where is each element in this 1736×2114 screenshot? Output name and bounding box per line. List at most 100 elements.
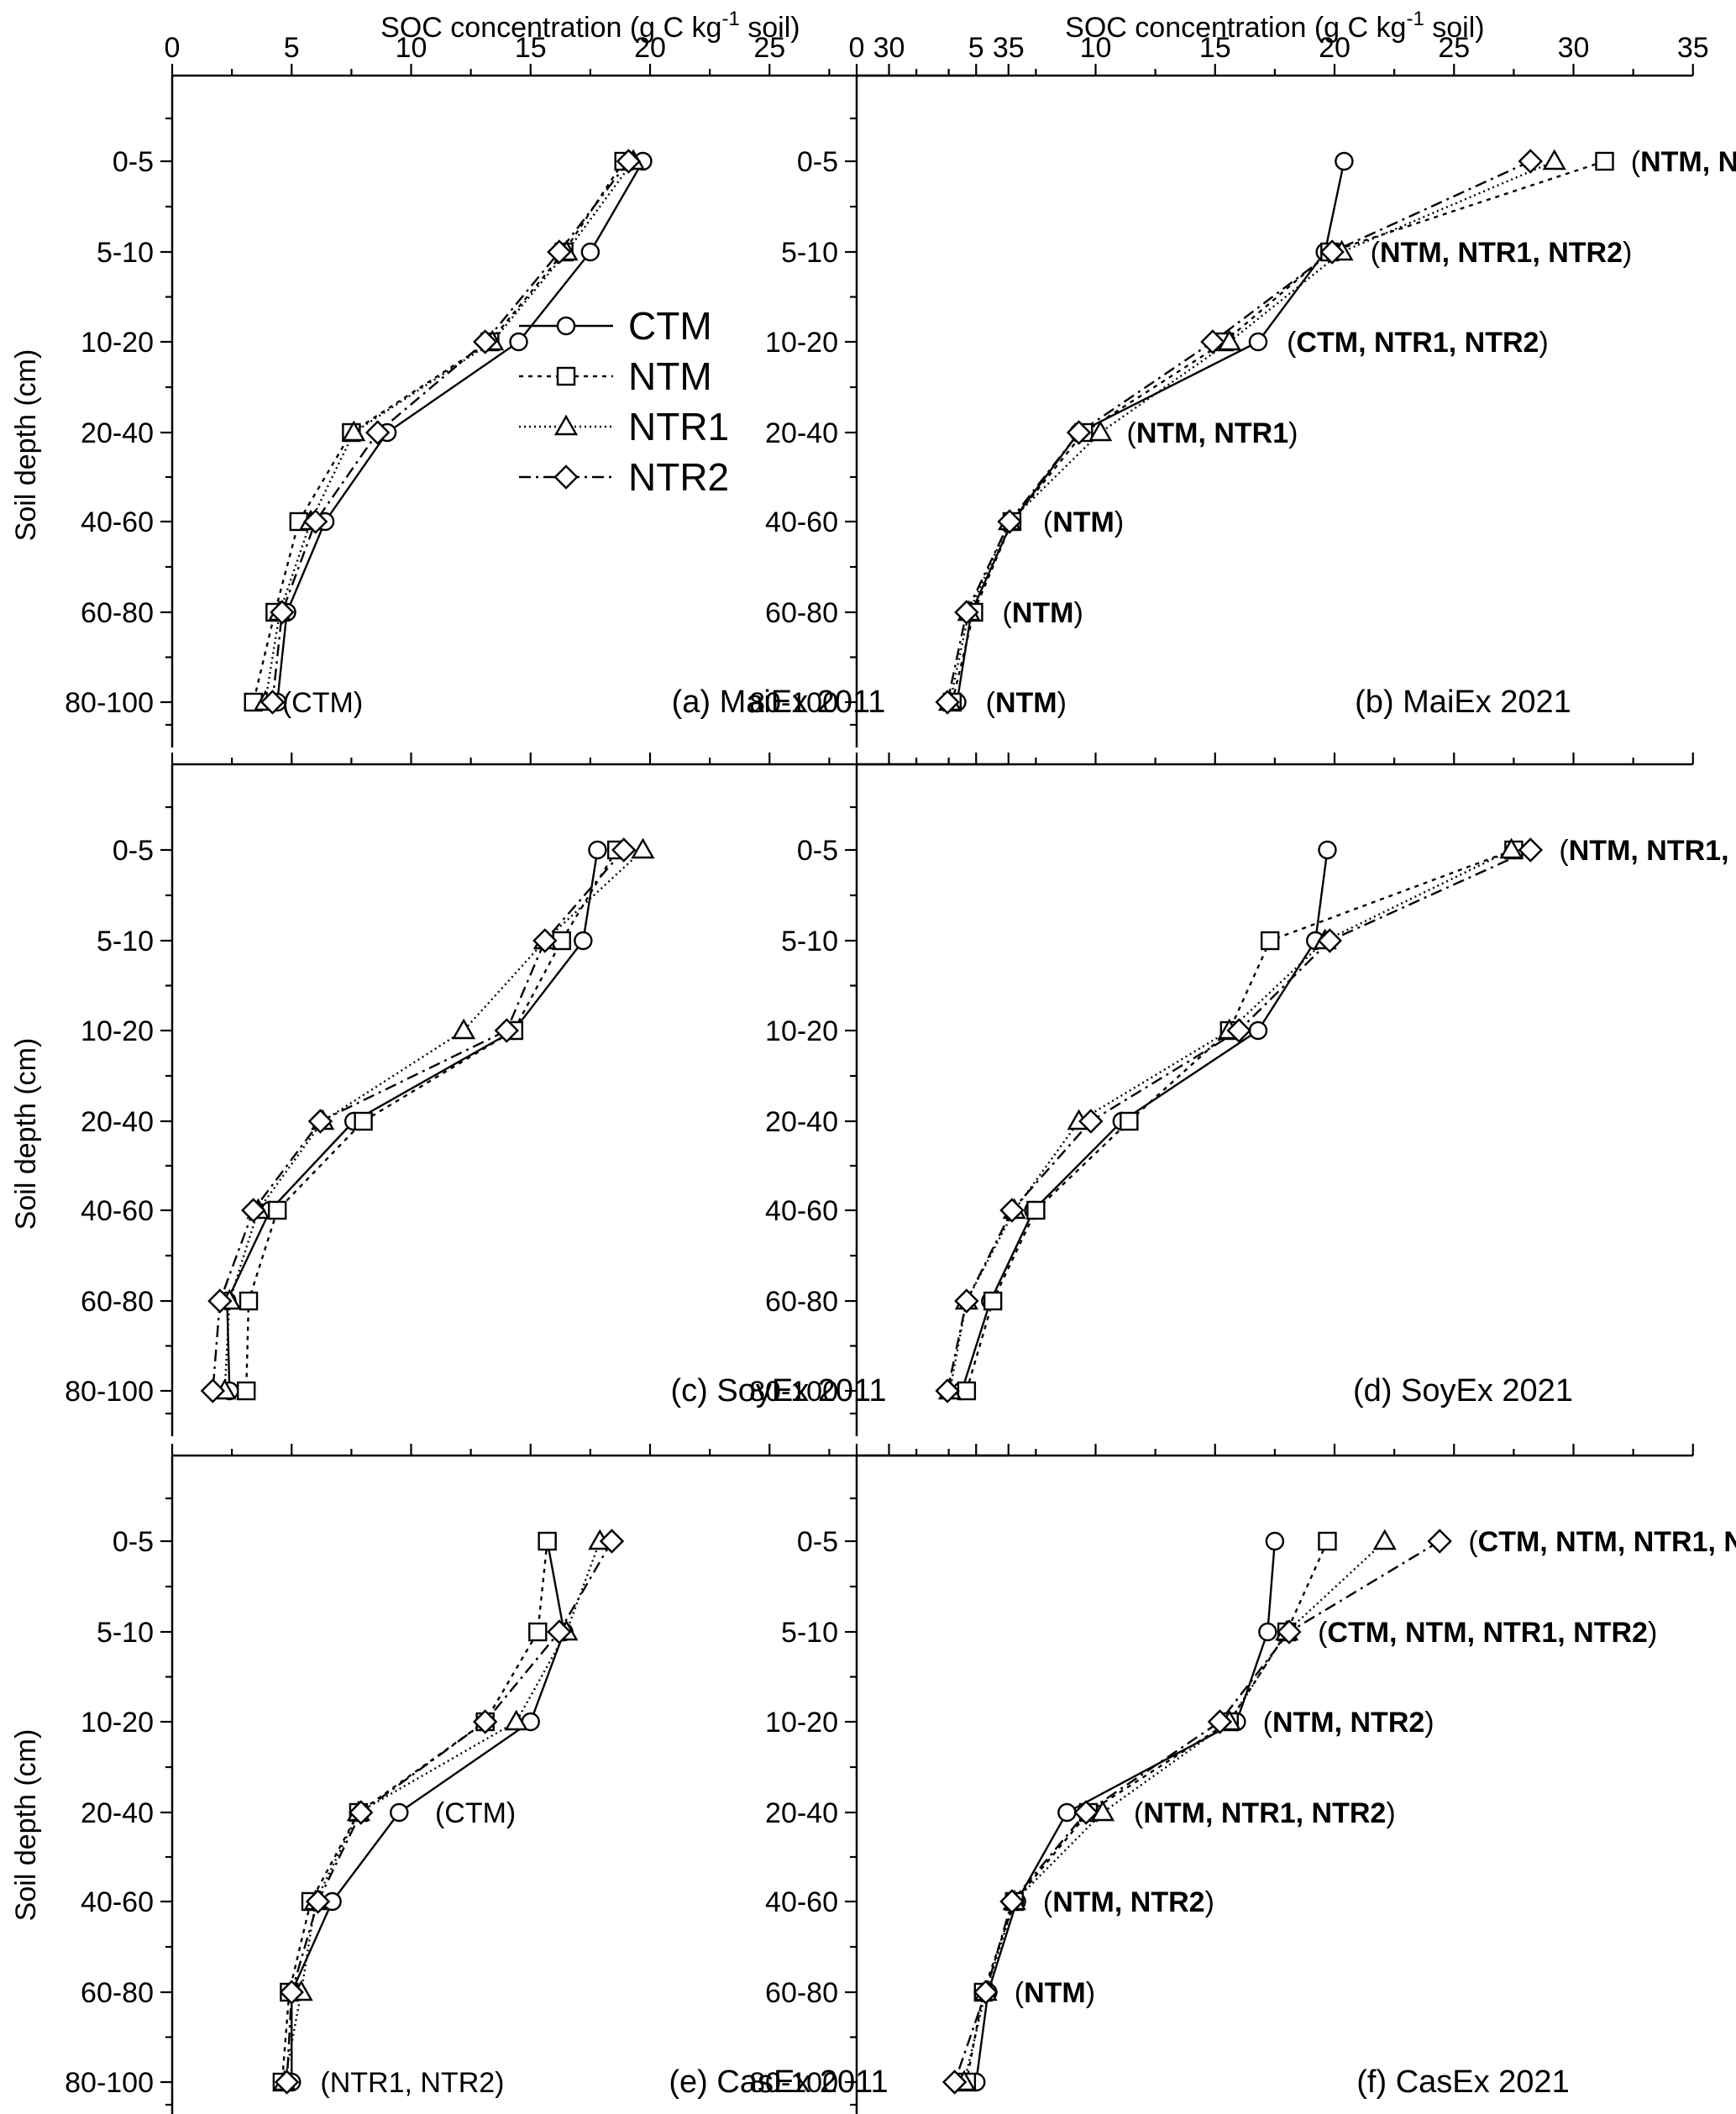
y-tick-label: 0-5 (797, 835, 838, 867)
data-point-ntr1 (1217, 329, 1241, 351)
y-tick-label: 5-10 (781, 237, 838, 269)
annotation-paren: ( (1559, 835, 1569, 867)
data-point-ntr2 (599, 1529, 625, 1554)
data-point-ntm (239, 1291, 259, 1311)
data-point-ntr2 (472, 1709, 498, 1734)
data-point-ntr2 (1427, 1529, 1452, 1554)
data-point-ntr2 (349, 1800, 374, 1825)
x-axis-title-superscript: -1 (721, 8, 739, 30)
data-point-ntr1 (1542, 149, 1566, 170)
data-point-ctm (1265, 1531, 1285, 1551)
significance-annotation: (NTM, NTR2) (1043, 1886, 1214, 1918)
y-tick-label: 10-20 (81, 327, 154, 359)
y-tick-label: 60-80 (765, 597, 838, 629)
panel-label: (b) MaiEx 2021 (1355, 685, 1571, 720)
data-point-ctm (1258, 1622, 1277, 1642)
significance-annotation: (CTM) (282, 687, 363, 719)
y-tick-label: 10-20 (81, 1015, 154, 1047)
data-point-ntr2 (1066, 420, 1092, 445)
series-line-ntr1 (948, 848, 1513, 1392)
data-point-ntr2 (1200, 329, 1225, 354)
y-tick-label: 80-100 (65, 687, 154, 719)
data-point-ntr2 (532, 928, 558, 953)
legend-label-ntr1: NTR1 (628, 405, 729, 449)
data-point-ntm (267, 1200, 287, 1220)
data-point-ctm (580, 242, 601, 262)
annotation-bold-text: NTM, NTR1, NTR2 (1640, 146, 1736, 178)
x-axis-title-superscript: -1 (1406, 8, 1424, 30)
significance-annotation: (NTM) (986, 687, 1067, 719)
y-tick-label: 10-20 (765, 1707, 838, 1739)
x-axis-title-suffix: soil) (740, 12, 800, 44)
annotation-paren: ( (1263, 1707, 1273, 1739)
annotation-bold-text: NTM, NTR2 (1272, 1707, 1424, 1739)
significance-annotation: (CTM) (435, 1797, 516, 1829)
data-point-ctm (1248, 1020, 1268, 1041)
significance-annotation: (NTM, NTR2) (1263, 1707, 1434, 1739)
data-point-ntm (538, 1531, 557, 1551)
y-tick-label: 60-80 (765, 1286, 838, 1318)
y-tick-label: 60-80 (81, 597, 154, 629)
x-axis-title: SOC concentration (g C kg-1 soil) (1065, 8, 1484, 44)
data-point-ntr2 (241, 1198, 266, 1223)
panel-e: 0-5 5-10 10-20 20-40 40-60 60-80 80-100 Soil de… (10, 1444, 1010, 2114)
y-tick-label: 5-10 (781, 926, 838, 957)
data-point-ntr2 (1319, 239, 1345, 265)
y-axis-title: Soil depth (cm) (10, 349, 42, 542)
data-point-ntr2 (279, 1980, 304, 2005)
data-point-ntr2 (547, 1619, 572, 1645)
data-point-ntr2 (1073, 1800, 1099, 1825)
series-line-ctm (275, 160, 644, 703)
x-axis-title-prefix: SOC concentration (g C kg (1065, 12, 1406, 44)
data-point-ctm (509, 332, 528, 352)
y-tick-label: 40-60 (81, 506, 154, 538)
x-tick-label: 5 (284, 32, 300, 64)
data-point-ntr2 (1277, 1619, 1302, 1645)
data-point-ntr2 (999, 1889, 1025, 1914)
significance-annotation: (NTM) (1003, 597, 1083, 629)
data-point-ntm (957, 1381, 977, 1401)
y-tick-label: 40-60 (765, 506, 838, 538)
y-tick-label: 10-20 (765, 327, 838, 359)
panel-c: 0-5 5-10 10-20 20-40 40-60 60-80 80-100 Soil de… (10, 753, 1010, 1436)
significance-annotation: (NTM, NTR1, NTR2) (1371, 237, 1633, 269)
significance-annotation: (CTM, NTM, NTR1, NTR2) (1468, 1526, 1736, 1558)
data-point-ntr2 (997, 509, 1022, 534)
significance-annotation: (CTM, NTM, NTR1, NTR2) (1318, 1617, 1657, 1649)
significance-annotation: (NTM, NTR1, NTR2) (1559, 835, 1736, 867)
data-point-ntr2 (1226, 1018, 1251, 1043)
legend-label-ntm: NTM (628, 354, 712, 398)
data-point-ntr2 (303, 509, 328, 534)
annotation-paren: ( (1134, 1797, 1144, 1829)
y-tick-label: 80-100 (749, 2067, 838, 2099)
data-point-ntr2 (494, 1018, 519, 1043)
data-point-ntr1 (342, 420, 366, 442)
data-point-ntr2 (1518, 837, 1543, 863)
data-point-ntm (983, 1291, 1003, 1311)
annotation-paren: ( (1043, 1886, 1053, 1918)
data-point-ctm (390, 1802, 409, 1823)
data-point-ntr2 (941, 2069, 968, 2095)
annotation-bold-text: NTM, NTR1, NTR2 (1569, 835, 1736, 867)
x-tick-label: 35 (993, 32, 1025, 64)
significance-annotation: (NTM) (1043, 506, 1124, 538)
x-tick-label: 0 (849, 32, 865, 64)
y-tick-label: 0-5 (113, 835, 154, 867)
data-point-ntr2 (1518, 149, 1543, 174)
series-line-ntr2 (946, 848, 1531, 1392)
data-point-ctm (574, 931, 593, 951)
annotation-bold-text: NTM, NTR1 (1136, 417, 1288, 449)
x-tick-label: 0 (165, 32, 181, 64)
annotation-bold-text: CTM, NTR1, NTR2 (1296, 327, 1539, 359)
annotation-paren: ( (1287, 327, 1297, 359)
circle-icon (556, 316, 576, 336)
y-tick-label: 20-40 (81, 1797, 154, 1829)
x-tick-label: 10 (396, 32, 427, 64)
data-point-ntr2 (954, 600, 979, 625)
series-line-ctm (961, 849, 1329, 1392)
data-point-ntr1 (631, 837, 655, 859)
square-icon (556, 366, 576, 386)
data-point-ctm (1057, 1802, 1077, 1823)
